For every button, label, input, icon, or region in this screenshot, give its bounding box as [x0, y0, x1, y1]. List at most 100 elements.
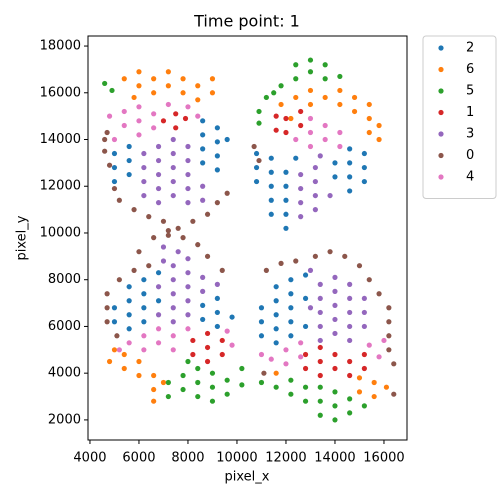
point — [214, 309, 220, 316]
point — [200, 197, 206, 203]
point — [273, 284, 279, 290]
point — [160, 118, 167, 124]
point — [283, 361, 289, 367]
point — [165, 83, 171, 89]
point — [271, 90, 277, 96]
point — [317, 412, 323, 418]
point — [258, 379, 265, 386]
point — [116, 197, 122, 203]
point — [366, 277, 372, 283]
point — [214, 281, 220, 287]
point — [351, 108, 358, 115]
point — [386, 333, 392, 339]
point — [136, 249, 142, 255]
point — [371, 393, 377, 400]
point — [200, 302, 206, 309]
point — [185, 185, 191, 192]
point — [273, 113, 279, 119]
point — [200, 132, 206, 138]
point — [190, 218, 196, 224]
point — [155, 200, 162, 206]
x-tick-label: 4000 — [73, 451, 106, 466]
x-tick-label: 14000 — [314, 451, 355, 466]
point — [173, 111, 179, 117]
point — [317, 281, 323, 287]
legend-label: 1 — [466, 105, 474, 120]
point — [136, 118, 142, 124]
point — [151, 125, 157, 131]
point — [111, 305, 118, 311]
point — [182, 115, 189, 122]
legend-marker — [438, 88, 444, 94]
point — [361, 351, 367, 358]
point — [185, 358, 191, 365]
point — [155, 326, 162, 332]
point — [136, 83, 142, 89]
point — [224, 190, 230, 196]
point — [376, 136, 382, 143]
point — [141, 150, 147, 157]
legend-label: 2 — [466, 41, 474, 56]
point — [376, 291, 382, 297]
point — [347, 358, 353, 365]
point — [141, 164, 147, 171]
point — [268, 183, 274, 189]
point — [126, 284, 132, 290]
point — [106, 162, 113, 168]
point — [200, 183, 206, 189]
point — [332, 174, 338, 180]
point — [209, 370, 216, 376]
point — [273, 312, 279, 318]
y-tick-label: 6000 — [48, 319, 81, 334]
point — [332, 316, 338, 323]
point — [293, 94, 299, 101]
point — [209, 384, 216, 390]
point — [126, 157, 132, 164]
point — [307, 267, 314, 273]
point — [219, 351, 225, 358]
point — [283, 129, 289, 136]
point — [136, 69, 142, 75]
point — [268, 211, 274, 217]
legend-label: 0 — [466, 148, 474, 163]
point — [239, 365, 245, 372]
point — [268, 356, 274, 362]
point — [288, 319, 294, 325]
point — [170, 277, 176, 283]
point — [298, 340, 304, 346]
point — [126, 312, 132, 318]
point — [155, 143, 162, 150]
point — [185, 200, 191, 206]
point — [170, 263, 176, 269]
point — [298, 185, 304, 192]
legend-marker — [438, 66, 444, 73]
point — [151, 90, 157, 96]
point — [347, 410, 353, 416]
point — [151, 111, 157, 117]
point — [175, 225, 181, 231]
point — [185, 171, 191, 178]
point — [185, 270, 191, 276]
legend-frame — [422, 35, 497, 199]
point — [312, 207, 318, 213]
point — [204, 253, 211, 259]
x-axis-label: pixel_x — [225, 470, 270, 485]
point — [283, 211, 289, 217]
point — [209, 90, 216, 96]
point — [356, 263, 363, 269]
point — [253, 150, 260, 157]
point — [332, 403, 338, 409]
point — [337, 143, 343, 150]
point — [155, 284, 162, 290]
point — [200, 118, 206, 124]
y-axis-label: pixel_y — [15, 215, 30, 260]
point — [327, 192, 333, 199]
point — [288, 377, 294, 383]
point — [239, 382, 245, 388]
point — [302, 272, 309, 278]
point — [180, 372, 186, 379]
point — [317, 344, 323, 351]
point — [332, 302, 338, 309]
point — [251, 143, 257, 150]
